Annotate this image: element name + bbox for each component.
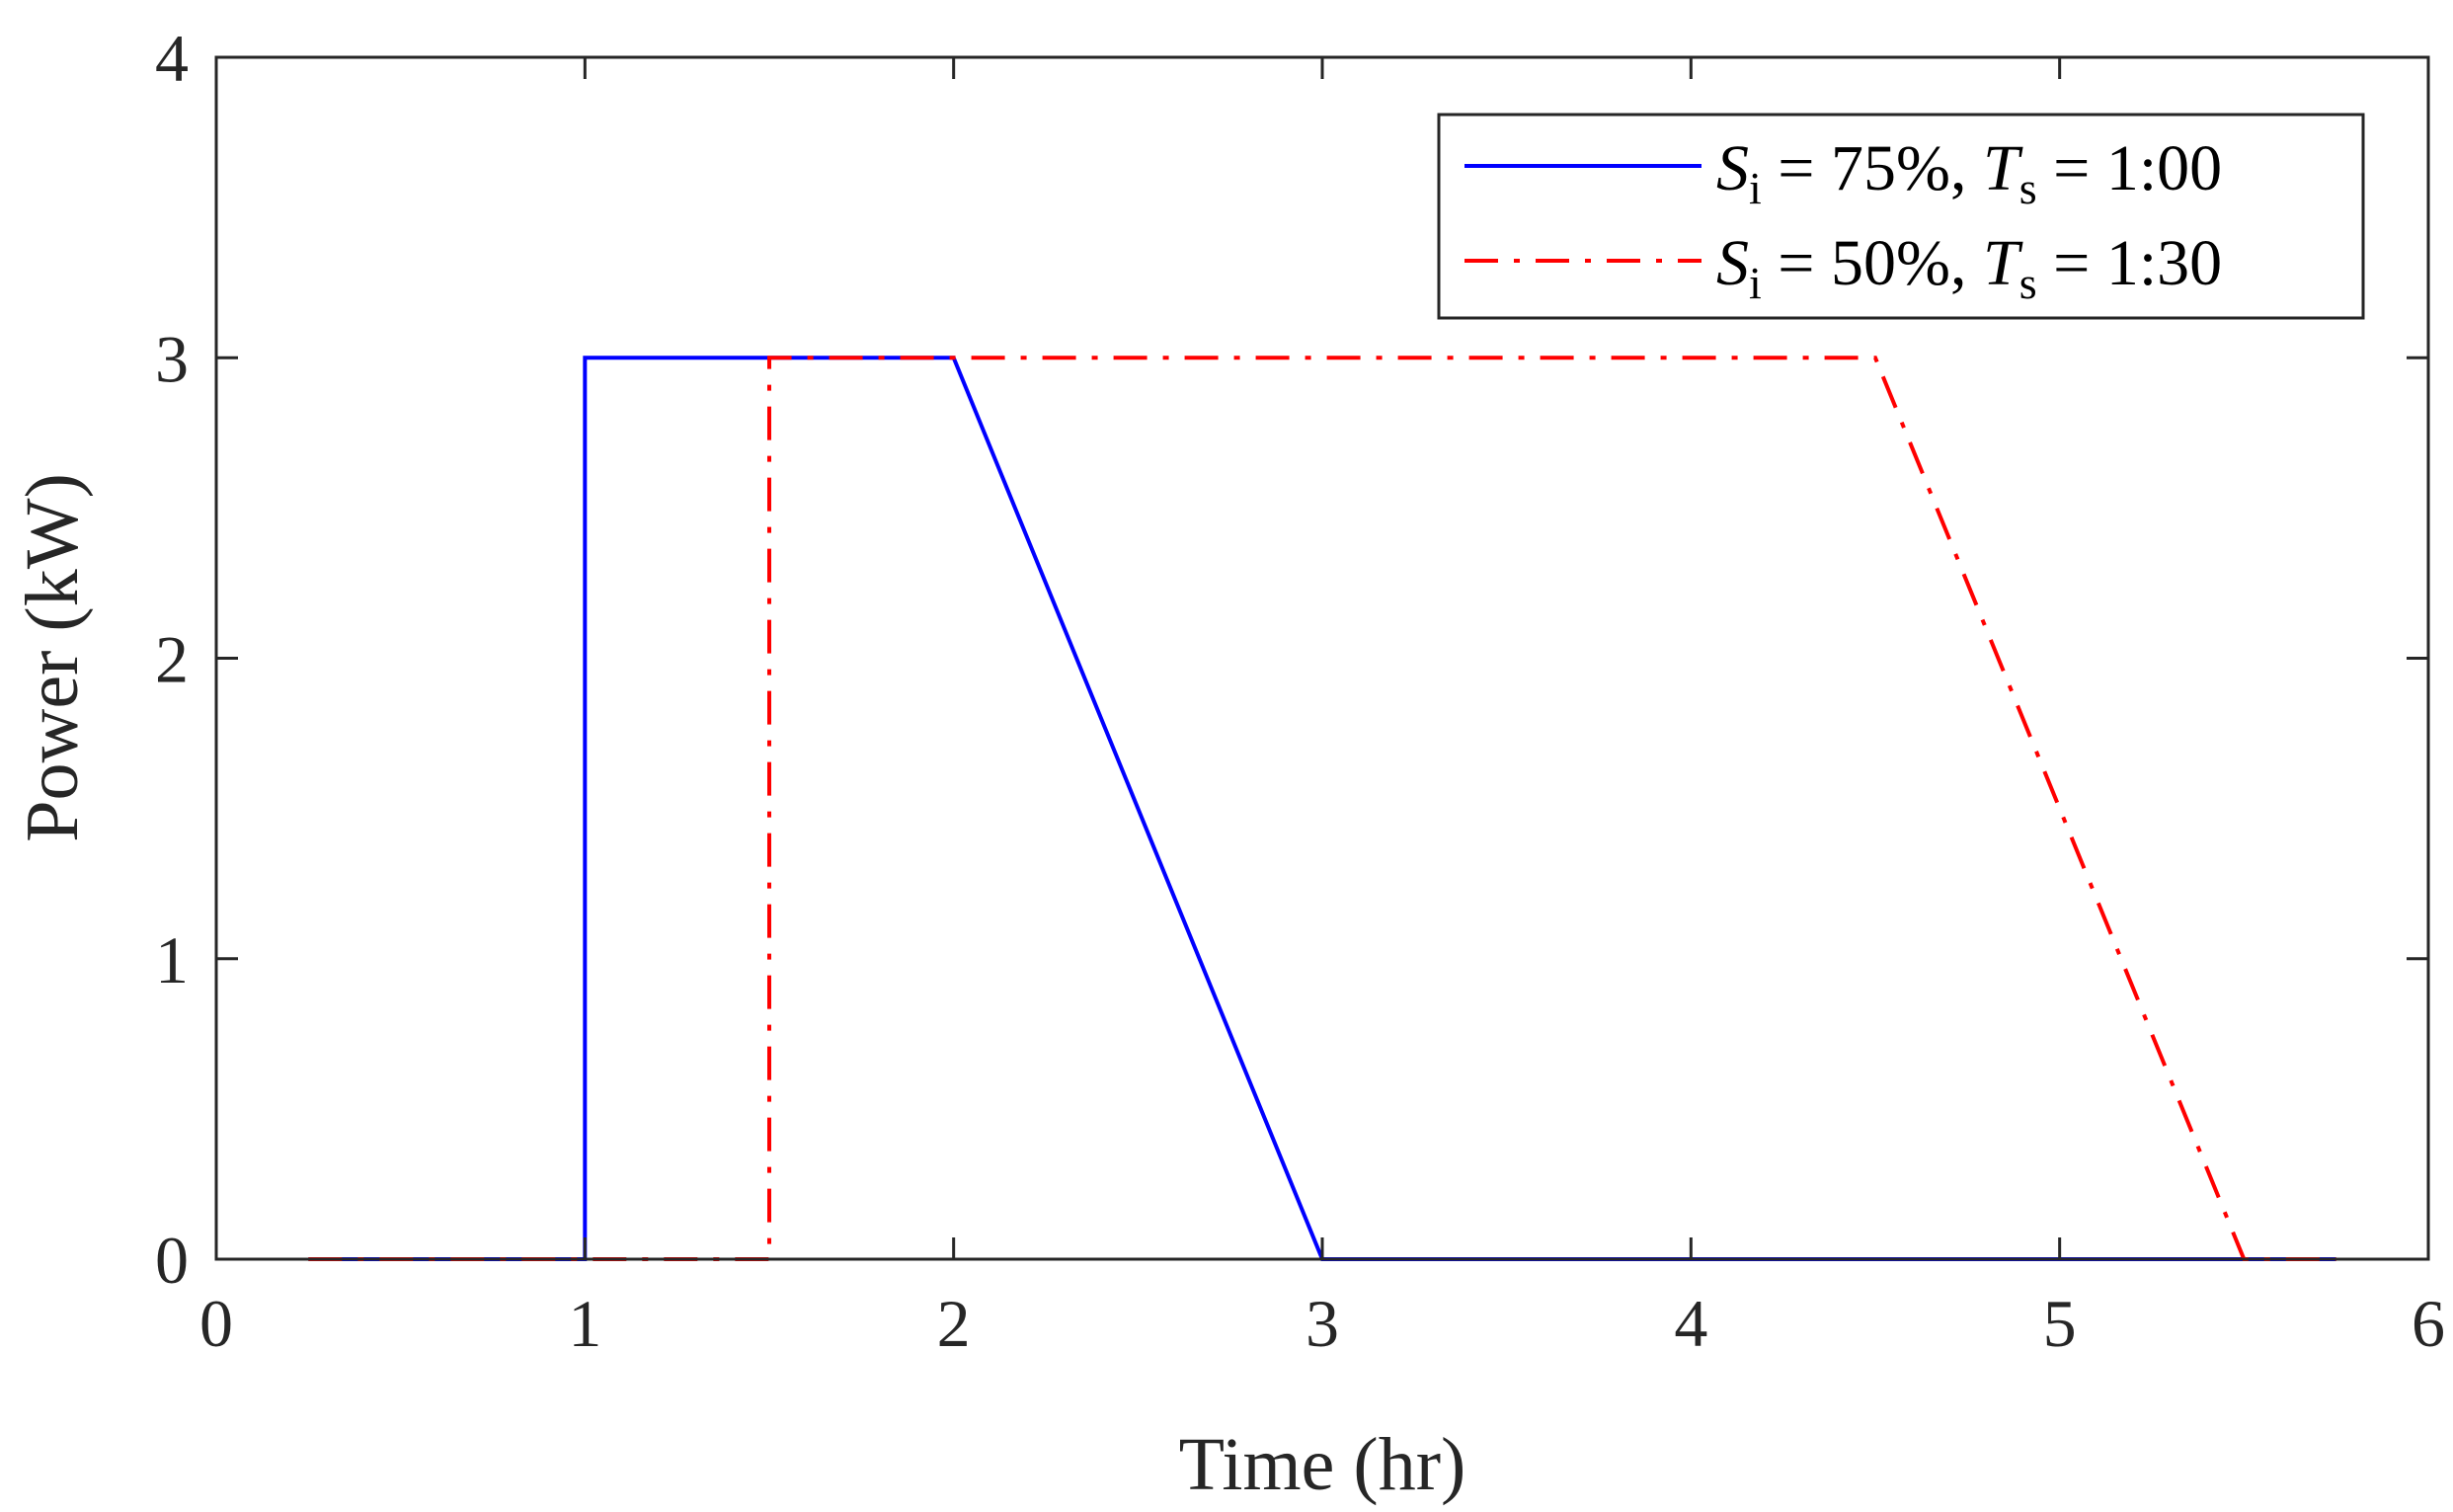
legend-0-s-symbol: S [1716,132,1749,204]
x-tick-label-5: 5 [2043,1286,2077,1361]
legend-1-s-val: = 50%, [1762,227,1983,299]
legend-0-s-sub: i [1749,163,1762,213]
y-tick-label-2: 2 [155,622,189,697]
y-tick-label-3: 3 [155,321,189,396]
x-tick-label-3: 3 [1306,1286,1339,1361]
legend-1-t-val: = 1:30 [2037,227,2223,299]
legend-entry-0: Si = 75%, Ts = 1:00 [1716,132,2222,213]
legend-0-s-val: = 75%, [1762,132,1983,204]
tick-layer: 0 1 2 3 4 5 6 0 1 2 3 4 [155,21,2445,1361]
y-tick-label-1: 1 [155,922,189,997]
x-axis-label: Time (hr) [1179,1423,1466,1506]
legend-0-t-symbol: T [1983,132,2023,204]
legend-box [1437,113,2365,320]
y-tick-label-4: 4 [155,21,189,96]
legend-1-s-sub: i [1749,258,1762,308]
y-axis-label: Power (kW) [11,473,94,842]
legend-0-t-sub: s [2019,163,2037,213]
x-tick-label-1: 1 [568,1286,601,1361]
legend-1-t-sub: s [2019,258,2037,308]
legend: Si = 75%, Ts = 1:00 Si = 50%, Ts = 1:30 [1437,113,2365,320]
x-tick-label-6: 6 [2412,1286,2445,1361]
x-tick-label-0: 0 [199,1286,233,1361]
legend-1-t-symbol: T [1983,227,2023,299]
legend-entry-1: Si = 50%, Ts = 1:30 [1716,227,2222,308]
legend-0-t-val: = 1:00 [2037,132,2223,204]
legend-1-s-symbol: S [1716,227,1749,299]
x-tick-label-2: 2 [937,1286,971,1361]
x-tick-label-4: 4 [1674,1286,1707,1361]
y-tick-label-0: 0 [155,1223,189,1298]
